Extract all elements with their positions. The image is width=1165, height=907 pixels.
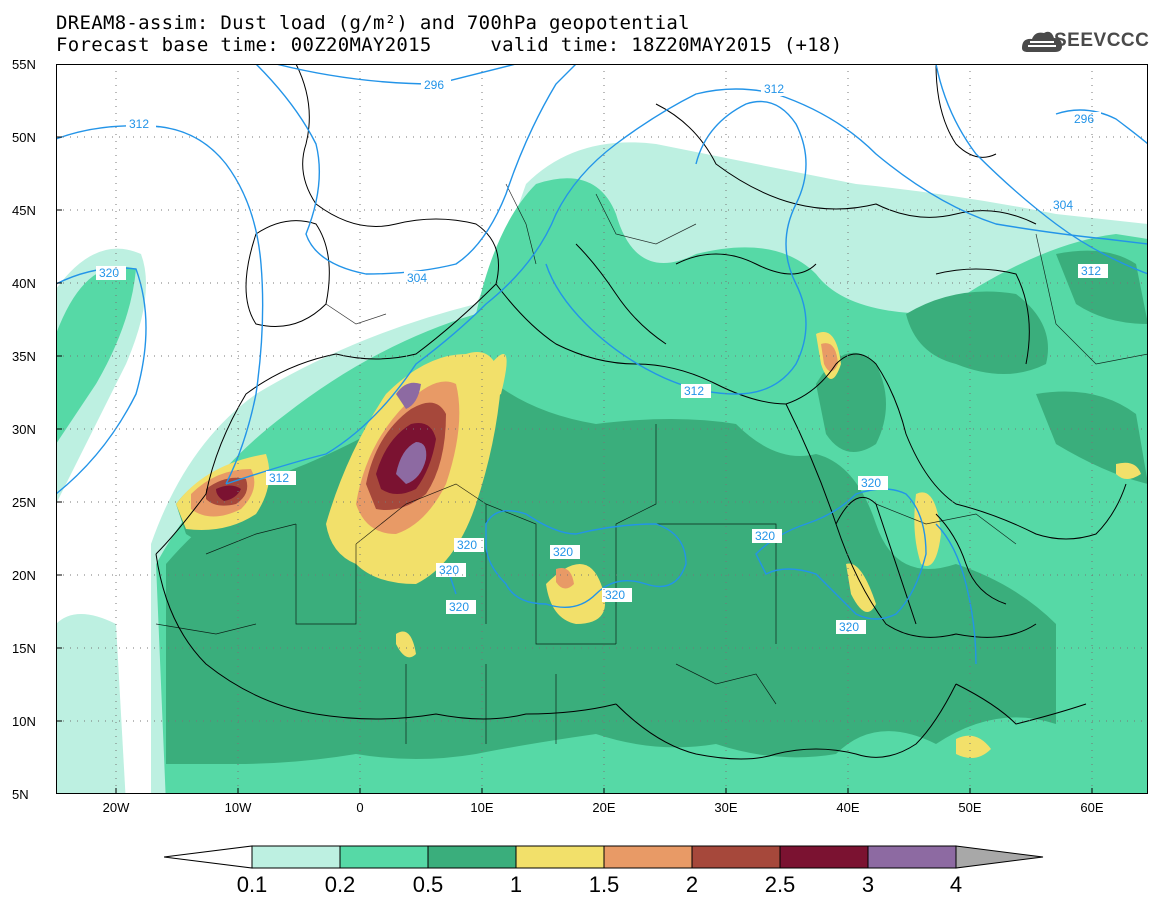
colorbar-swatch — [427, 845, 517, 869]
colorbar-label: 0.2 — [324, 872, 356, 897]
contour-label: 312 — [269, 471, 289, 485]
contour-label: 312 — [129, 117, 149, 131]
contour-label: 304 — [1053, 198, 1073, 212]
colorbar-label: 1 — [509, 872, 523, 897]
lat-label: 50N — [12, 130, 36, 145]
contour-label: 304 — [407, 271, 427, 285]
contour-label: 320 — [449, 600, 469, 614]
lat-label: 40N — [12, 276, 36, 291]
lat-label: 30N — [12, 422, 36, 437]
logo-text: SEEVCCC — [1054, 30, 1150, 51]
dust-layer-7 — [396, 382, 427, 484]
colorbar-label: 1.5 — [588, 872, 620, 897]
lat-label: 35N — [12, 349, 36, 364]
contour-label: 312 — [764, 82, 784, 96]
colorbar-swatch — [339, 845, 429, 869]
map-subtitle: Forecast base time: 00Z20MAY2015 valid t… — [56, 34, 843, 56]
contour-label: 320 — [439, 563, 459, 577]
lon-label: 50E — [958, 800, 982, 815]
lat-label: 5N — [12, 787, 29, 802]
contour-labels: 296 312 312 320 304 312 312 320 320 320 … — [96, 78, 1108, 634]
lon-label: 30E — [714, 800, 738, 815]
coastlines — [155, 64, 1127, 760]
colorbar-swatch — [515, 845, 605, 869]
lat-label: 45N — [12, 203, 36, 218]
contour-label: 296 — [1074, 112, 1094, 126]
lon-label: 60E — [1080, 800, 1104, 815]
contour-label: 320 — [605, 588, 625, 602]
colorbar-label: 3 — [861, 872, 875, 897]
colorbar — [164, 845, 1044, 869]
colorbar-swatch — [691, 845, 781, 869]
cloud-logo-icon — [1022, 31, 1062, 52]
contour-label: 320 — [861, 476, 881, 490]
contour-label: 312 — [684, 384, 704, 398]
lon-label: 20W — [102, 800, 130, 815]
colorbar-upper-arrow — [955, 845, 1044, 869]
colorbar-label: 2.5 — [764, 872, 796, 897]
colorbar-swatch — [779, 845, 869, 869]
colorbar-label: 0.5 — [412, 872, 444, 897]
contour-label: 296 — [424, 78, 444, 92]
colorbar-label: 0.1 — [236, 872, 268, 897]
country-borders — [155, 183, 1148, 744]
colorbar-swatch — [251, 845, 341, 869]
map-title: DREAM8-assim: Dust load (g/m²) and 700hP… — [56, 12, 690, 34]
axis-ticks — [56, 64, 1093, 794]
colorbar-label: 2 — [685, 872, 699, 897]
contour-label: 320 — [839, 620, 859, 634]
contour-label: 320 — [99, 266, 119, 280]
lon-label: 20E — [592, 800, 616, 815]
lon-label: 0 — [356, 800, 364, 815]
lon-label: 40E — [836, 800, 860, 815]
lon-label: 10W — [224, 800, 252, 815]
colorbar-swatch — [867, 845, 957, 869]
dust-map: 296 312 312 320 304 312 312 320 320 320 … — [56, 64, 1148, 794]
lat-label: 10N — [12, 714, 36, 729]
colorbar-swatch — [603, 845, 693, 869]
lat-label: 55N — [12, 57, 36, 72]
graticule — [56, 64, 1148, 794]
contour-label: 312 — [1081, 264, 1101, 278]
colorbar-label: 4 — [949, 872, 963, 897]
lat-label: 20N — [12, 568, 36, 583]
contour-label: 320 — [755, 529, 775, 543]
lat-label: 15N — [12, 641, 36, 656]
lon-label: 10E — [470, 800, 494, 815]
lat-label: 25N — [12, 495, 36, 510]
contour-label: 320 — [457, 538, 477, 552]
contour-label: 320 — [553, 545, 573, 559]
colorbar-lower-arrow — [164, 845, 253, 869]
